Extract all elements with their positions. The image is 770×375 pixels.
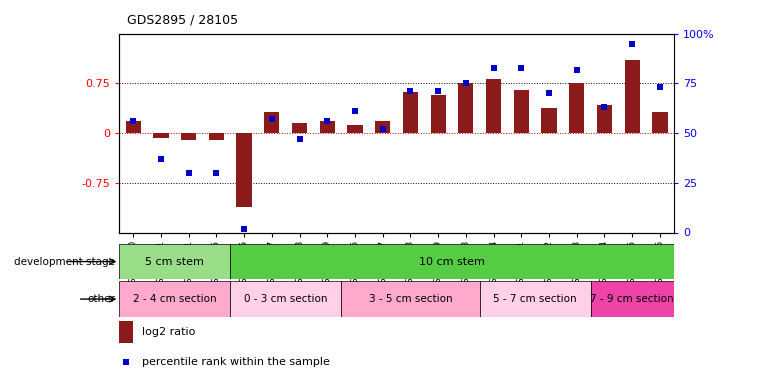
Bar xyxy=(119,321,133,343)
Text: 3 - 5 cm section: 3 - 5 cm section xyxy=(369,294,452,304)
Bar xyxy=(292,123,307,133)
Point xyxy=(654,84,666,90)
Bar xyxy=(341,281,480,317)
Bar xyxy=(153,133,169,138)
Point xyxy=(238,225,250,231)
Bar xyxy=(264,112,280,133)
Point xyxy=(377,126,389,132)
Point xyxy=(349,108,361,114)
Bar xyxy=(230,281,341,317)
Text: 10 cm stem: 10 cm stem xyxy=(419,256,485,267)
Point xyxy=(321,118,333,124)
Bar xyxy=(119,281,230,317)
Text: percentile rank within the sample: percentile rank within the sample xyxy=(142,357,330,367)
Point xyxy=(155,156,167,162)
Bar xyxy=(430,95,446,133)
Text: 5 cm stem: 5 cm stem xyxy=(146,256,204,267)
Point xyxy=(404,88,417,94)
Bar xyxy=(375,121,390,133)
Bar xyxy=(347,125,363,133)
Bar xyxy=(181,133,196,140)
Bar xyxy=(541,108,557,133)
Text: 7 - 9 cm section: 7 - 9 cm section xyxy=(591,294,674,304)
Text: development stage: development stage xyxy=(15,256,116,267)
Point xyxy=(266,116,278,122)
Point xyxy=(487,64,500,70)
Point xyxy=(571,66,583,72)
Point xyxy=(598,104,611,110)
Bar xyxy=(486,79,501,133)
Bar xyxy=(119,244,230,279)
Bar xyxy=(597,105,612,133)
Text: log2 ratio: log2 ratio xyxy=(142,327,195,338)
Point xyxy=(432,88,444,94)
Text: GDS2895 / 28105: GDS2895 / 28105 xyxy=(127,13,238,26)
Point xyxy=(543,90,555,96)
Bar xyxy=(624,60,640,133)
Text: 5 - 7 cm section: 5 - 7 cm section xyxy=(494,294,577,304)
Point xyxy=(626,41,638,47)
Bar xyxy=(458,84,474,133)
Bar xyxy=(320,121,335,133)
Bar xyxy=(236,133,252,207)
Point xyxy=(120,359,132,365)
Text: other: other xyxy=(88,294,116,304)
Bar xyxy=(403,92,418,133)
Point xyxy=(293,136,306,142)
Bar xyxy=(209,133,224,140)
Bar xyxy=(514,90,529,133)
Point xyxy=(127,118,139,124)
Point xyxy=(210,170,223,176)
Point xyxy=(515,64,527,70)
Text: 0 - 3 cm section: 0 - 3 cm section xyxy=(244,294,327,304)
Bar xyxy=(480,281,591,317)
Bar xyxy=(652,112,668,133)
Text: 2 - 4 cm section: 2 - 4 cm section xyxy=(133,294,216,304)
Bar xyxy=(126,121,141,133)
Bar xyxy=(230,244,674,279)
Point xyxy=(182,170,195,176)
Point xyxy=(460,81,472,87)
Bar xyxy=(591,281,674,317)
Bar xyxy=(569,84,584,133)
